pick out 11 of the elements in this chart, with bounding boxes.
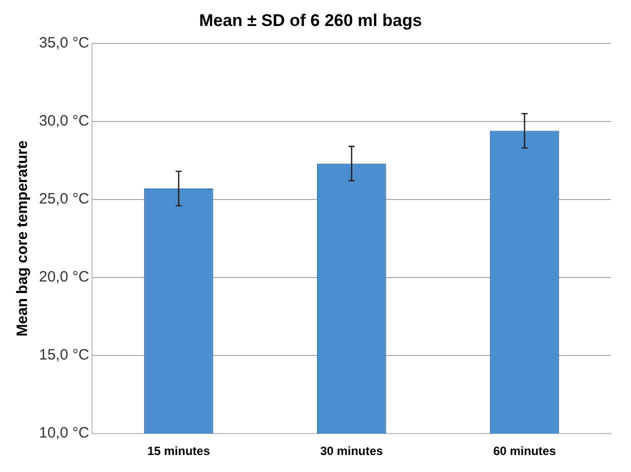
x-tick-label: 30 minutes (320, 444, 384, 458)
chart-title: Mean ± SD of 6 260 ml bags (199, 10, 422, 30)
y-tick-label: 35,0 °C (38, 34, 90, 52)
y-tick-label: 20,0 °C (38, 268, 90, 286)
y-tick-label: 25,0 °C (38, 190, 90, 208)
y-tick-label: 15,0 °C (38, 346, 90, 364)
y-tick-label: 30,0 °C (38, 112, 90, 130)
x-tick-label: 15 minutes (147, 444, 210, 458)
y-axis-title: Mean bag core temperature (14, 140, 32, 336)
y-tick-label: 10,0 °C (38, 424, 90, 442)
x-tick-label: 60 minutes (493, 444, 556, 458)
